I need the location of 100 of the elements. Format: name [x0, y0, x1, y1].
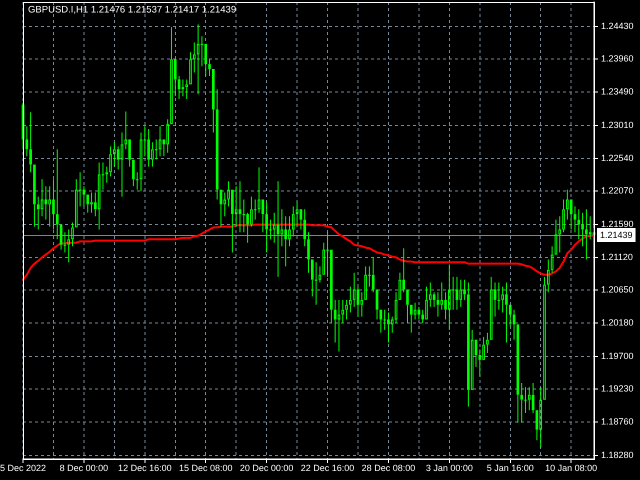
candlestick — [272, 212, 276, 244]
candlestick — [208, 58, 211, 76]
candlestick — [212, 68, 215, 133]
candlestick — [151, 142, 154, 168]
y-tick-label: 1.20650 — [601, 284, 634, 295]
candlestick — [448, 264, 451, 330]
candlestick — [498, 282, 500, 310]
candlestick — [516, 324, 520, 424]
candlestick — [345, 299, 348, 320]
candlestick — [90, 192, 93, 214]
candlestick — [364, 266, 367, 300]
x-tick-label: 5 Dec 2022 — [0, 462, 46, 473]
candlestick — [307, 232, 310, 274]
candlestick — [585, 208, 588, 260]
candlestick — [238, 180, 242, 233]
candlestick — [425, 286, 428, 320]
candlestick — [505, 282, 508, 343]
candlestick — [550, 246, 554, 274]
candlestick — [452, 276, 454, 310]
candlestick — [501, 286, 504, 313]
candlestick — [276, 180, 280, 278]
candlestick — [528, 386, 531, 411]
candlestick — [140, 132, 142, 192]
candlestick — [86, 194, 90, 214]
x-tick-label: 10 Jan 08:00 — [545, 462, 598, 473]
candlestick — [428, 282, 432, 308]
x-tick-label: 22 Dec 16:00 — [300, 462, 354, 473]
candlestick — [349, 286, 352, 313]
candlestick — [330, 250, 333, 324]
x-tick-label: 12 Dec 16:00 — [118, 462, 172, 473]
candlestick — [459, 279, 462, 308]
x-tick-label: 20 Dec 00:00 — [240, 462, 294, 473]
candlestick — [242, 198, 246, 233]
candlestick — [265, 202, 268, 253]
candlestick — [418, 306, 420, 320]
candlestick — [383, 309, 386, 330]
candlestick — [467, 282, 470, 408]
y-tick-label: 1.23960 — [601, 54, 634, 64]
candlestick — [444, 292, 447, 320]
y-tick-label: 1.18280 — [601, 450, 634, 460]
y-tick-label: 1.19230 — [601, 384, 634, 394]
candlestick — [48, 186, 51, 228]
y-tick-label: 1.18760 — [601, 416, 634, 427]
candlestick — [588, 216, 592, 240]
x-tick-label: 28 Dec 08:00 — [362, 462, 416, 473]
candlestick — [166, 118, 169, 154]
candlestick — [456, 276, 458, 310]
candlestick — [147, 128, 150, 168]
candlestick — [82, 186, 86, 207]
candlestick — [478, 348, 482, 378]
candlestick — [360, 292, 364, 318]
candlestick — [40, 178, 44, 217]
candlestick — [380, 310, 382, 334]
y-tick-label: 1.19700 — [601, 350, 634, 361]
candlestick — [44, 186, 48, 220]
candlestick — [258, 166, 260, 214]
candlestick — [581, 212, 584, 247]
candlestick — [216, 88, 218, 200]
candlestick — [574, 206, 576, 233]
candlestick — [231, 190, 234, 253]
candlestick — [562, 198, 565, 233]
candlestick — [314, 262, 318, 306]
candlestick — [512, 309, 516, 340]
x-tick-label: 8 Dec 00:00 — [60, 462, 108, 473]
y-tick-label: 1.21120 — [601, 252, 633, 262]
candlestick — [387, 312, 390, 343]
candlestick — [234, 186, 238, 228]
candlestick — [292, 206, 295, 237]
candlestick — [490, 276, 493, 340]
candlestick — [98, 162, 100, 230]
candlestick — [182, 78, 184, 97]
x-tick-label: 5 Jan 16:00 — [486, 462, 534, 473]
candlestick — [372, 256, 375, 293]
candlestick — [116, 146, 120, 170]
candlestick — [300, 209, 302, 230]
candlestick — [532, 382, 534, 414]
candlestick — [178, 75, 180, 100]
candlestick — [546, 258, 550, 293]
candlestick — [192, 42, 196, 73]
candlestick — [414, 302, 416, 320]
candlestick — [352, 272, 356, 308]
candlestick — [250, 196, 253, 228]
candlestick — [322, 242, 326, 275]
candlestick — [570, 199, 572, 230]
y-tick-label: 1.24430 — [601, 20, 634, 31]
candlestick — [288, 216, 291, 247]
candlestick — [406, 289, 409, 324]
candlestick — [482, 336, 485, 360]
candlestick — [261, 199, 264, 233]
candlestick — [432, 292, 436, 308]
candlestick — [440, 282, 444, 310]
candlestick — [577, 208, 580, 240]
candlestick — [120, 132, 124, 198]
candlestick — [486, 332, 489, 354]
candlestick — [566, 189, 569, 220]
x-tick-label: 3 Jan 00:00 — [426, 462, 473, 473]
y-tick-label: 1.20180 — [601, 317, 634, 328]
candlestick — [463, 279, 466, 300]
candlestick — [67, 228, 70, 263]
candlestick — [554, 219, 558, 255]
